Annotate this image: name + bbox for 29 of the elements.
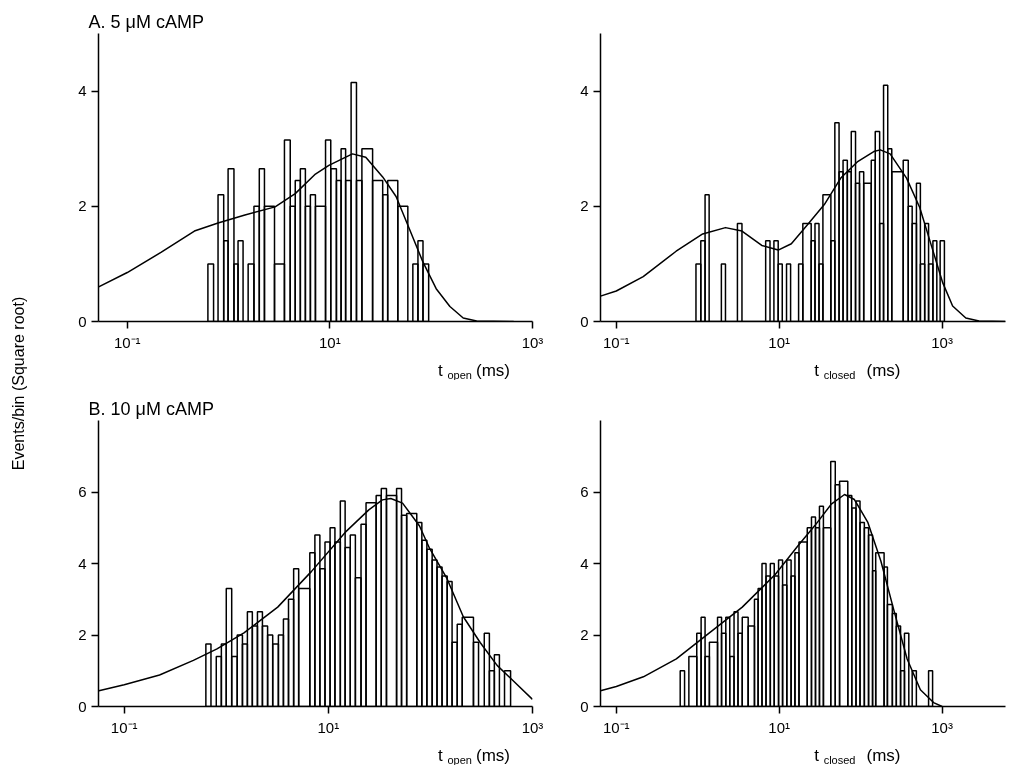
x-tick-label: 10³ xyxy=(931,333,953,351)
chart-title: A. 5 μM cAMP xyxy=(88,11,204,32)
y-tick-label: 0 xyxy=(580,312,589,330)
x-tick-label: 10¹ xyxy=(768,333,791,351)
y-tick-label: 0 xyxy=(78,697,87,715)
x-tick-label: 10³ xyxy=(521,333,544,351)
x-tick-label: 10¹ xyxy=(319,333,341,351)
y-tick-label: 2 xyxy=(78,197,87,215)
y-tick-label: 4 xyxy=(580,554,589,572)
x-tick-label: 10⁻¹ xyxy=(602,333,630,351)
chart-title: B. 10 μM cAMP xyxy=(88,398,214,419)
y-tick-label: 4 xyxy=(78,82,87,100)
x-tick-label: 10¹ xyxy=(317,718,340,736)
y-tick-label: 6 xyxy=(78,483,87,500)
x-tick-label: 10³ xyxy=(521,718,544,736)
y-tick-label: 6 xyxy=(580,483,589,500)
x-tick-label: 10⁻¹ xyxy=(602,718,630,736)
y-axis-title: Events/bin (Square root) xyxy=(9,296,27,471)
y-tick-label: 4 xyxy=(580,82,589,100)
x-tick-label: 10³ xyxy=(931,718,953,736)
y-tick-label: 2 xyxy=(580,626,589,643)
y-tick-label: 2 xyxy=(78,626,87,643)
y-tick-label: 2 xyxy=(580,197,589,215)
x-tick-label: 10¹ xyxy=(768,718,791,736)
x-tick-label: 10⁻¹ xyxy=(110,718,138,736)
y-tick-label: 4 xyxy=(78,554,87,572)
x-tick-label: 10⁻¹ xyxy=(113,333,141,351)
y-tick-label: 0 xyxy=(580,697,589,715)
y-tick-label: 0 xyxy=(78,312,87,330)
